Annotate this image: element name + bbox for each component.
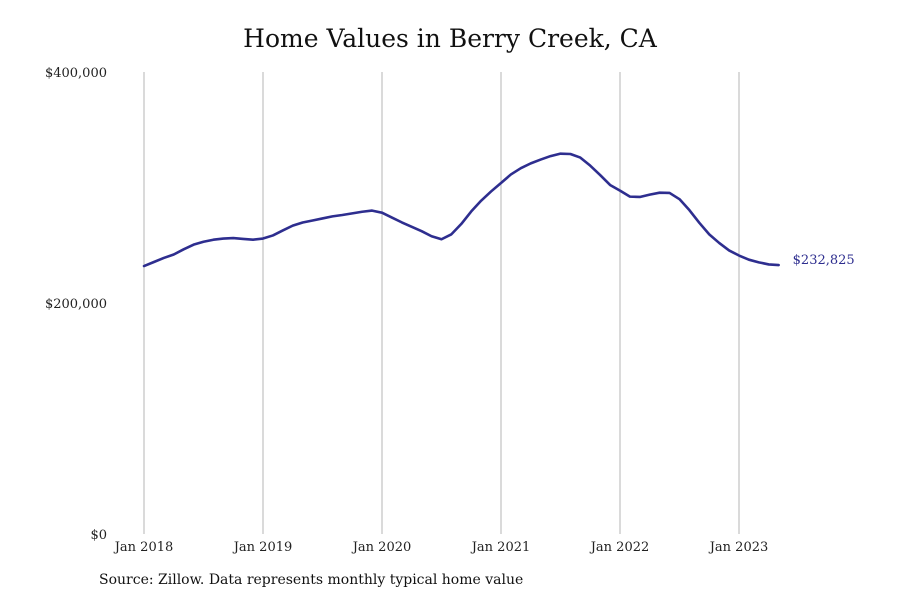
x-tick-label: Jan 2022 xyxy=(589,540,650,555)
series-line xyxy=(142,152,780,268)
end-value-label: $232,825 xyxy=(793,253,855,268)
x-tick-label: Jan 2020 xyxy=(351,540,412,555)
series-layer xyxy=(142,152,780,268)
x-tick-label: Jan 2021 xyxy=(470,540,531,555)
axis-labels: Jan 2018 Jan 2019 Jan 2020 Jan 2021 Jan 2022… xyxy=(45,66,768,555)
y-tick-label: $200,000 xyxy=(45,297,107,312)
y-tick-label: $0 xyxy=(90,528,107,543)
x-tick-label: Jan 2019 xyxy=(232,540,293,555)
data-labels: $232,825 xyxy=(793,253,855,268)
chart-title: Home Values in Berry Creek, CA xyxy=(243,24,657,53)
x-tick-label: Jan 2023 xyxy=(708,540,769,555)
y-tick-label: $400,000 xyxy=(45,66,107,81)
x-tick-label: Jan 2018 xyxy=(113,540,174,555)
source-note: Source: Zillow. Data represents monthly … xyxy=(99,572,524,588)
gridlines xyxy=(143,72,740,534)
